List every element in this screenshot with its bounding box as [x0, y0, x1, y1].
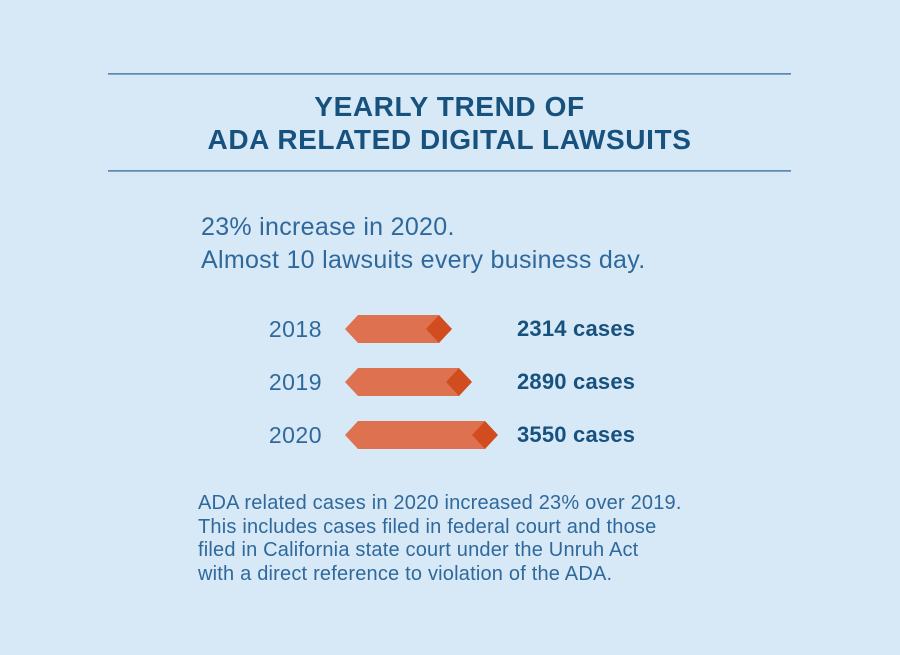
subtitle-line1: 23% increase in 2020. [201, 213, 455, 241]
bar-chart: 2018 2314 cases 2019 2890 cases 2020 355… [250, 315, 680, 474]
bar-row-2020: 2020 3550 cases [250, 421, 680, 449]
chart-title-line1: YEARLY TREND OF [314, 91, 585, 122]
bar-row-2019: 2019 2890 cases [250, 368, 680, 396]
case-count-label: 2890 cases [517, 369, 636, 394]
case-count-label: 3550 cases [517, 422, 636, 447]
title-top-rule [108, 73, 791, 75]
title-bottom-rule [108, 170, 791, 172]
bar-tip-icon [446, 368, 472, 396]
footnote-line2: This includes cases filed in federal cou… [198, 515, 657, 538]
lawsuit-bar-2018 [345, 315, 452, 343]
chart-title-line2: ADA RELATED DIGITAL LAWSUITS [207, 124, 692, 155]
subtitle: 23% increase in 2020. Almost 10 lawsuits… [201, 211, 645, 277]
year-label: 2020 [268, 421, 322, 448]
case-count-label: 2314 cases [517, 316, 636, 341]
year-label: 2019 [268, 368, 322, 395]
footnote-line3: filed in California state court under th… [198, 539, 639, 561]
bar-tip-icon [426, 315, 452, 343]
lawsuit-bar-2020 [345, 421, 498, 449]
bar-tip-icon [472, 421, 498, 449]
lawsuit-bar-2019 [345, 368, 472, 396]
chart-title: YEARLY TREND OF ADA RELATED DIGITAL LAWS… [108, 90, 791, 156]
bar-row-2018: 2018 2314 cases [250, 315, 680, 343]
footnote-line4: with a direct reference to violation of … [198, 562, 613, 585]
subtitle-line2: Almost 10 lawsuits every business day. [201, 246, 646, 274]
footnote: ADA related cases in 2020 increased 23% … [198, 492, 682, 586]
year-label: 2018 [268, 315, 322, 342]
footnote-line1: ADA related cases in 2020 increased 23% … [198, 492, 682, 514]
